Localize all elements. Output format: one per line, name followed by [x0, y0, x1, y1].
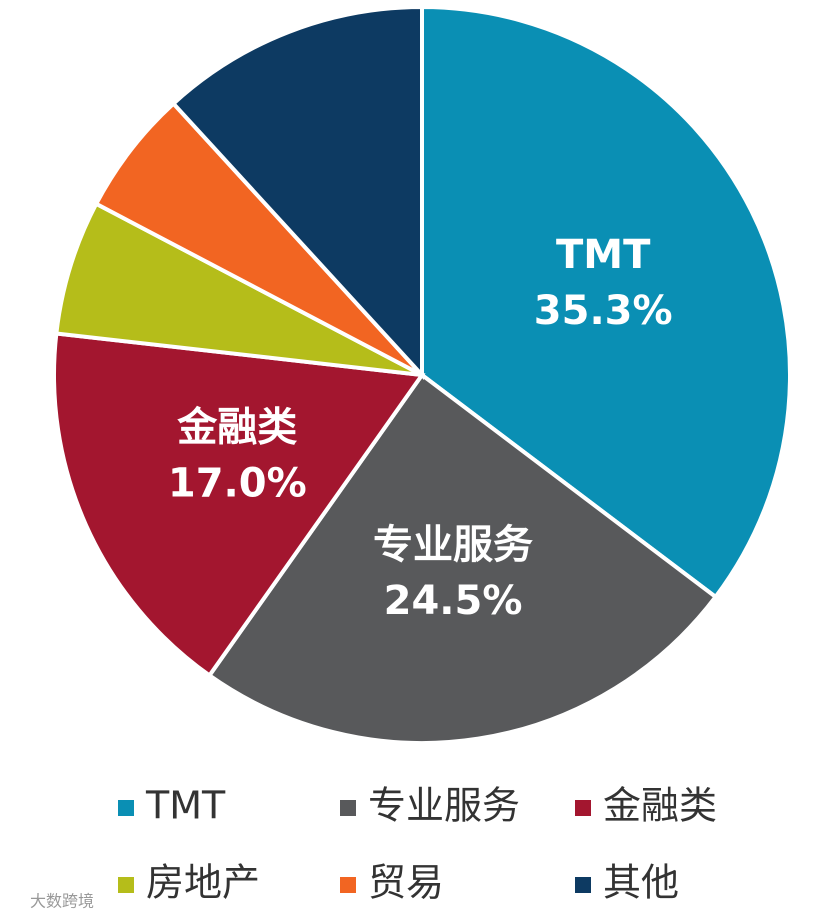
slice-value-label: 17.0%	[168, 461, 307, 507]
legend-swatch	[575, 800, 591, 816]
legend-swatch	[118, 800, 134, 816]
legend-label: TMT	[145, 784, 226, 828]
pie-slice	[52, 331, 426, 679]
slice-category-label: TMT	[556, 232, 651, 278]
legend-label: 其他	[603, 861, 679, 905]
slice-category-label: 金融类	[176, 405, 297, 451]
slice-value-label: 24.5%	[384, 578, 523, 624]
legend-label: 房地产	[146, 861, 260, 905]
legend-swatch	[118, 877, 134, 893]
watermark: 大数跨境	[30, 892, 94, 911]
legend-swatch	[340, 800, 356, 816]
legend-label: 专业服务	[368, 784, 520, 828]
pie-slice	[420, 4, 792, 600]
legend-label: 金融类	[603, 784, 717, 828]
slice-value-label: 35.3%	[534, 288, 673, 334]
pie-slice	[170, 4, 424, 381]
slice-category-label: 专业服务	[373, 522, 533, 568]
legend-swatch	[575, 877, 591, 893]
legend-swatch	[340, 877, 356, 893]
pie-slice	[206, 372, 719, 745]
pie-slice	[54, 201, 423, 377]
legend-label: 贸易	[368, 861, 444, 905]
